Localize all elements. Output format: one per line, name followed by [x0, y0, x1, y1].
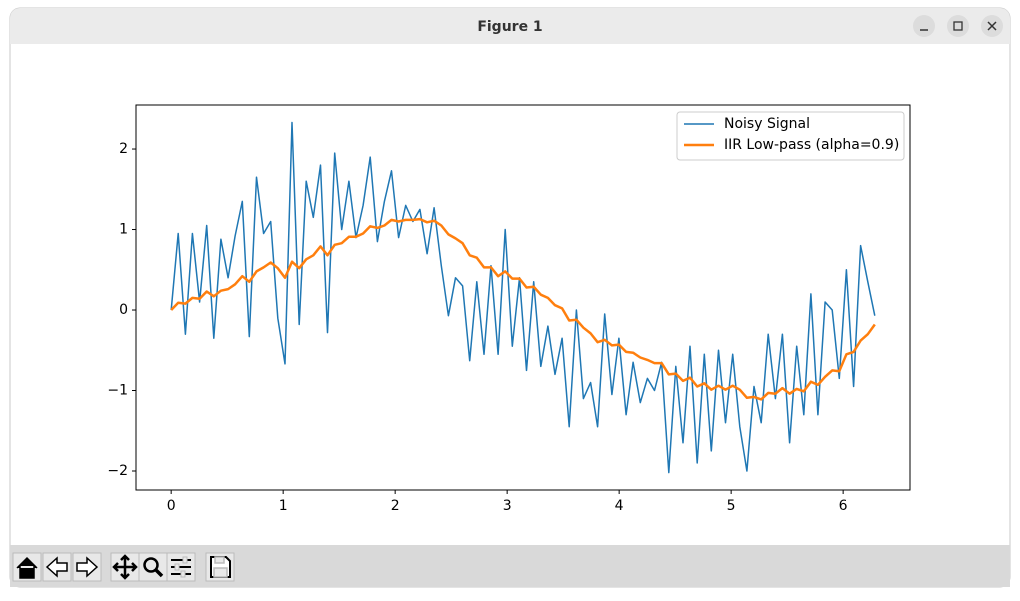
- x-tick-label: 6: [839, 498, 848, 514]
- configure-button[interactable]: [166, 552, 196, 582]
- save-button[interactable]: [205, 552, 235, 582]
- x-tick-label: 4: [615, 498, 624, 514]
- plot: 0 1 2 3 4 5 6 −2 −1 0 1 2 Noisy Signal IIR Low-pass (…: [107, 104, 911, 514]
- series-line: [170, 121, 876, 474]
- pan-button[interactable]: [110, 552, 140, 582]
- x-tick-label: 5: [727, 498, 736, 514]
- back-button[interactable]: [42, 552, 72, 582]
- zoom-button[interactable]: [138, 552, 168, 582]
- window-title: Figure 1: [477, 19, 542, 35]
- legend-box: [676, 111, 905, 161]
- y-tick-label: −1: [107, 383, 128, 399]
- x-tick-label: 3: [503, 498, 512, 514]
- y-tick-label: 1: [119, 222, 128, 238]
- x-tick-label: 2: [391, 498, 400, 514]
- series-group: [170, 121, 876, 474]
- y-tick-label: 2: [119, 141, 128, 157]
- y-tick-label: −2: [107, 463, 128, 479]
- series-line: [170, 217, 876, 401]
- minimize-button[interactable]: [913, 15, 935, 37]
- legend-label: IIR Low-pass (alpha=0.9): [724, 137, 899, 153]
- forward-button[interactable]: [72, 552, 102, 582]
- title-bar: [10, 8, 1010, 44]
- x-tick-label: 1: [279, 498, 288, 514]
- y-tick-label: 0: [119, 302, 128, 318]
- maximize-button[interactable]: [947, 15, 969, 37]
- close-button[interactable]: [981, 15, 1003, 37]
- legend-label: Noisy Signal: [724, 116, 810, 132]
- x-tick-label: 0: [167, 498, 176, 514]
- axes-frame: [135, 104, 911, 491]
- home-button[interactable]: [12, 552, 42, 582]
